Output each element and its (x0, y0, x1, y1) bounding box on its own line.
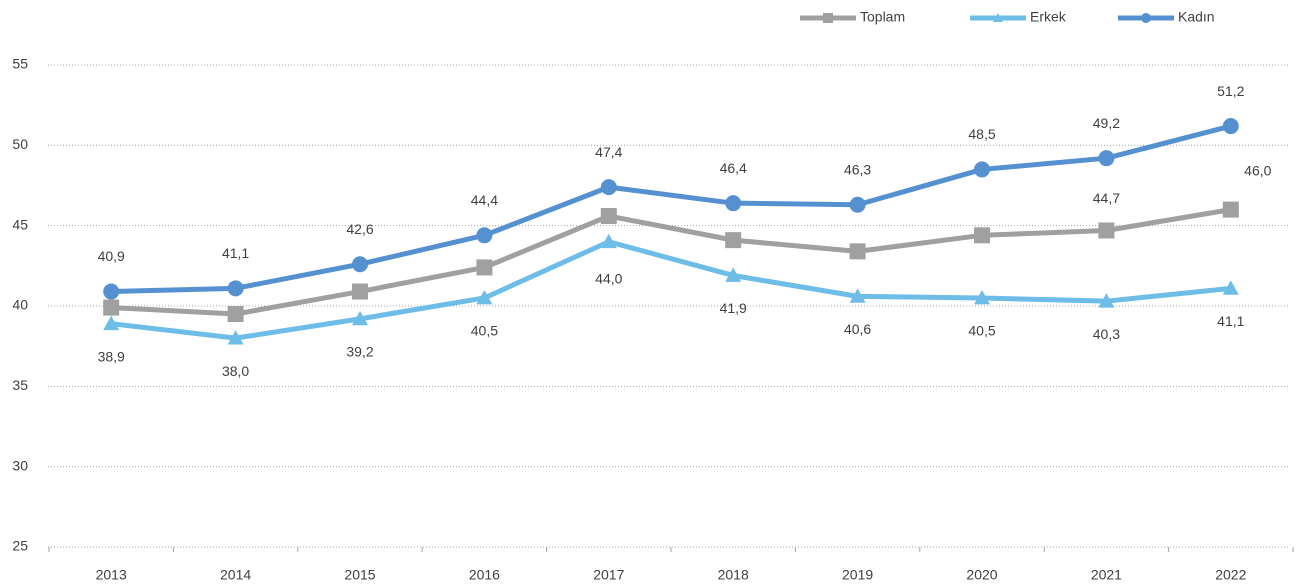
data-label: 44,0 (595, 270, 622, 286)
marker (849, 243, 866, 260)
x-tick-label: 2017 (593, 567, 624, 583)
marker (1098, 222, 1115, 239)
marker (352, 256, 368, 273)
data-label: 41,1 (1217, 313, 1244, 329)
data-label: 48,5 (968, 126, 995, 142)
marker (1222, 280, 1239, 295)
data-label: 47,4 (595, 144, 622, 160)
x-tick-label: 2014 (220, 567, 251, 583)
x-tick-label: 2020 (966, 567, 997, 583)
marker (227, 280, 244, 297)
x-tick-label: 2016 (469, 567, 500, 583)
marker (352, 310, 368, 326)
marker (1222, 118, 1239, 135)
marker (227, 330, 244, 345)
marker (1098, 150, 1115, 167)
data-label: 42,6 (346, 221, 373, 237)
y-tick-label: 30 (12, 457, 28, 473)
marker (352, 283, 368, 300)
data-label: 40,9 (98, 248, 125, 264)
data-label: 49,2 (1093, 115, 1120, 131)
marker (725, 195, 742, 212)
x-tick-label: 2013 (96, 567, 127, 583)
marker (227, 306, 244, 323)
legend-label: Erkek (1030, 9, 1067, 25)
marker (1098, 293, 1115, 308)
data-label: 46,3 (844, 161, 871, 177)
marker (974, 227, 990, 244)
data-label: 38,9 (98, 348, 125, 364)
data-label: 39,2 (346, 344, 373, 360)
data-label: 41,9 (720, 300, 747, 316)
x-tick-label: 2021 (1091, 567, 1122, 583)
marker (974, 161, 990, 178)
y-tick-label: 50 (12, 136, 28, 152)
marker (974, 289, 990, 305)
marker (103, 283, 120, 300)
data-label: 40,3 (1093, 326, 1120, 342)
marker (476, 289, 493, 305)
series-line (111, 123, 1232, 295)
data-label: 46,0 (1244, 162, 1271, 178)
marker (849, 196, 866, 213)
legend-label: Toplam (860, 9, 905, 25)
marker (476, 259, 493, 276)
data-label: 40,5 (968, 323, 995, 339)
y-tick-label: 40 (12, 297, 28, 313)
marker (849, 288, 866, 303)
marker (600, 179, 617, 196)
marker (725, 232, 742, 249)
x-tick-label: 2015 (344, 567, 375, 583)
y-tick-label: 55 (12, 56, 28, 72)
marker (725, 267, 742, 282)
data-label: 38,0 (222, 363, 249, 379)
y-tick-label: 25 (12, 538, 28, 554)
data-label: 44,4 (471, 192, 498, 208)
data-label: 40,6 (844, 321, 871, 337)
data-label: 51,2 (1217, 83, 1244, 99)
y-tick-label: 35 (12, 377, 28, 393)
legend-marker (823, 13, 833, 23)
x-tick-label: 2019 (842, 567, 873, 583)
series-line (111, 207, 1232, 317)
series-line (110, 239, 1232, 341)
data-label: 40,5 (471, 323, 498, 339)
data-label: 41,1 (222, 245, 249, 261)
marker (600, 233, 617, 249)
x-tick-label: 2022 (1215, 567, 1246, 583)
legend-marker (993, 13, 1003, 22)
legend-marker (1141, 13, 1151, 23)
x-tick-label: 2018 (718, 567, 749, 583)
data-label: 44,7 (1093, 190, 1120, 206)
marker (476, 227, 493, 244)
y-tick-label: 45 (12, 216, 28, 232)
marker (1222, 201, 1239, 218)
marker (600, 208, 617, 225)
legend-label: Kadın (1178, 9, 1215, 25)
marker (103, 315, 120, 331)
marker (103, 299, 120, 316)
data-label: 46,4 (720, 160, 747, 176)
